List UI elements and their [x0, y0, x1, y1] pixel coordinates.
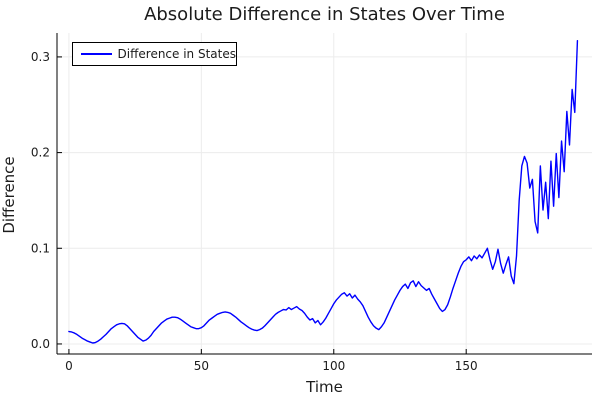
- x-tick-label: 0: [65, 359, 73, 373]
- legend-label: Difference in States: [117, 47, 236, 61]
- series-line: [68, 39, 579, 344]
- legend-line-swatch: [81, 53, 112, 55]
- y-tick-label: 0.3: [31, 50, 50, 64]
- x-tick-label: 100: [322, 359, 345, 373]
- x-tick-label: 50: [194, 359, 209, 373]
- legend-box: Difference in States: [72, 42, 237, 66]
- y-axis-label: Difference: [0, 156, 18, 234]
- chart-title: Absolute Difference in States Over Time: [144, 4, 505, 25]
- y-tick-label: 0.0: [31, 337, 50, 351]
- y-tick-label: 0.2: [31, 146, 50, 160]
- x-tick-label: 150: [455, 359, 478, 373]
- x-axis-label: Time: [306, 378, 343, 396]
- y-tick-label: 0.1: [31, 241, 50, 255]
